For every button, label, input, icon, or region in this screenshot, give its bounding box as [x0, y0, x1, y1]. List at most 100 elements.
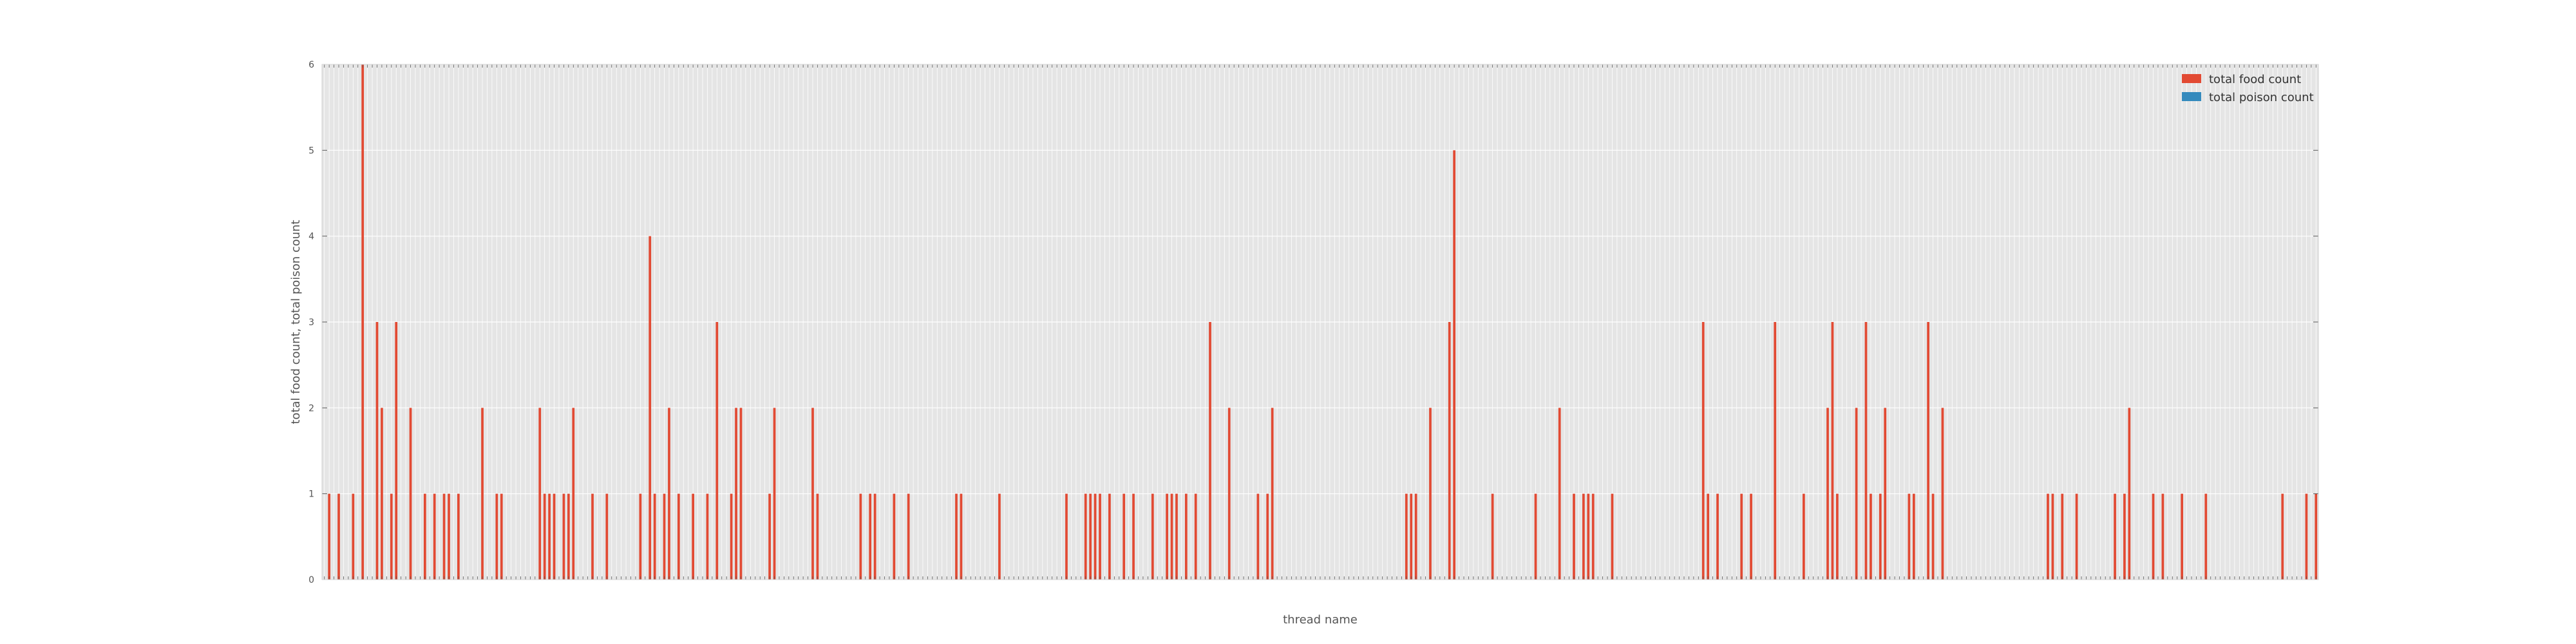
bar-food — [1558, 408, 1561, 580]
bar-food — [2051, 493, 2054, 580]
plot-frame — [321, 64, 2319, 580]
bar-food — [1750, 493, 1752, 580]
y-tick-label: 0 — [308, 575, 314, 585]
bar-food — [1941, 408, 1944, 580]
bar-food — [677, 493, 680, 580]
axis-ticks — [322, 64, 2318, 580]
bar-food — [1826, 408, 1829, 580]
bar-food — [1194, 493, 1197, 580]
bar-food — [2281, 493, 2284, 580]
bar-food — [735, 408, 737, 580]
bar-food — [1701, 322, 1705, 580]
bar-food — [328, 493, 331, 580]
bar-food — [390, 493, 393, 580]
bar-food — [1099, 493, 1101, 580]
bar-food — [1908, 493, 1911, 580]
bar-food — [649, 236, 652, 580]
bar-food — [423, 493, 426, 580]
bar-food — [500, 493, 503, 580]
bar-food — [1912, 493, 1915, 580]
bar-food — [773, 408, 776, 580]
bar-food — [442, 493, 446, 580]
bar-food — [811, 408, 814, 580]
bar-food — [1065, 493, 1068, 580]
bar-food — [1573, 493, 1575, 580]
bar-food — [2204, 493, 2208, 580]
bar-food — [337, 493, 340, 580]
bar-food — [1587, 493, 1590, 580]
bar-food — [1429, 408, 1432, 580]
bar-food — [433, 493, 436, 580]
legend-label-poison: total poison count — [2209, 91, 2314, 104]
bar-food — [375, 322, 379, 580]
bar-food — [1453, 150, 1456, 580]
bar-food — [1831, 322, 1834, 580]
bar-food — [572, 408, 575, 580]
bar-food — [1491, 493, 1494, 580]
legend: total food count total poison count — [2182, 73, 2314, 104]
bar-food — [1534, 493, 1537, 580]
bar-food — [1405, 493, 1408, 580]
bar-food — [1108, 493, 1111, 580]
bar-food — [1884, 408, 1887, 580]
bar-food — [739, 408, 743, 580]
bar-food — [591, 493, 594, 580]
bar-food — [706, 493, 709, 580]
bar-food — [448, 493, 450, 580]
bar-food — [1094, 493, 1097, 580]
bar-food — [2315, 493, 2318, 580]
bar-food — [668, 408, 670, 580]
bar-food — [663, 493, 666, 580]
y-tick-label: 4 — [308, 232, 314, 242]
bar-food — [495, 493, 498, 580]
bar-food — [2305, 493, 2308, 580]
y-tick-labels: 0 1 2 3 4 5 6 — [308, 60, 314, 585]
legend-swatch-food — [2182, 74, 2201, 83]
bar-food — [1266, 493, 1269, 580]
legend-label-food: total food count — [2209, 73, 2301, 86]
bar-food — [2114, 493, 2116, 580]
bar-food — [2181, 493, 2183, 580]
x-axis-label: thread name — [1283, 613, 1358, 627]
bar-food — [1410, 493, 1413, 580]
bar-food — [1864, 322, 1868, 580]
bar-food — [562, 493, 565, 580]
bar-food — [1855, 408, 1858, 580]
bar-food — [1132, 493, 1135, 580]
bar-food — [1716, 493, 1719, 580]
bar-food — [2075, 493, 2078, 580]
bar-food — [955, 493, 958, 580]
bar-food — [1122, 493, 1126, 580]
bar-food — [1740, 493, 1743, 580]
bar-food — [1170, 493, 1173, 580]
bar-food — [1084, 493, 1087, 580]
bar-food — [1166, 493, 1168, 580]
bar-food — [1611, 493, 1614, 580]
bar-food — [567, 493, 570, 580]
bar-food — [998, 493, 1001, 580]
bar-food — [2047, 493, 2049, 580]
bar-food — [538, 408, 542, 580]
bar-food — [1184, 493, 1188, 580]
bar-food — [1414, 493, 1417, 580]
bar-food — [457, 493, 460, 580]
bar-food — [1209, 322, 1211, 580]
bar-food — [2152, 493, 2155, 580]
bar-food — [1448, 322, 1451, 580]
bar-food — [1931, 493, 1935, 580]
bar-food — [692, 493, 694, 580]
bar-food — [543, 493, 546, 580]
bar-food — [1836, 493, 1839, 580]
bar-food — [1774, 322, 1777, 580]
bar-food — [1227, 408, 1231, 580]
bar-food — [859, 493, 862, 580]
bar-food — [352, 493, 355, 580]
bar-food — [715, 322, 719, 580]
y-tick-label: 3 — [308, 317, 314, 328]
bar-food — [481, 408, 484, 580]
bar-food — [768, 493, 771, 580]
bar-food — [653, 493, 656, 580]
bar-food — [907, 493, 910, 580]
bar-food — [1089, 493, 1092, 580]
